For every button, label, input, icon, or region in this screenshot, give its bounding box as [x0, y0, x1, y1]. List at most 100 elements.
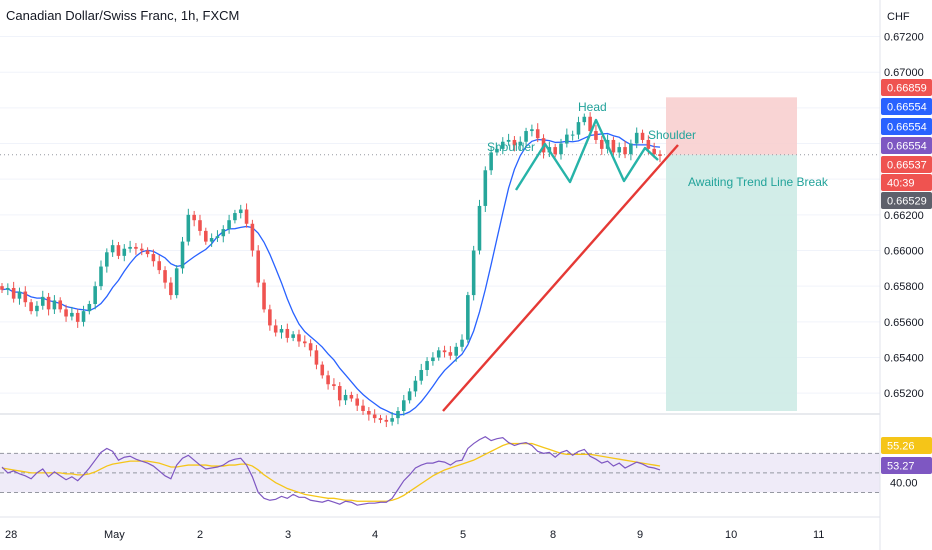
price-badge [881, 156, 932, 173]
trend-line [442, 144, 679, 412]
price-badge [881, 98, 932, 115]
candle-body [6, 287, 10, 290]
price-badge-label: 0.66554 [887, 102, 927, 114]
stop-loss-zone [666, 97, 797, 155]
candle-body [658, 154, 662, 157]
pattern-outline [514, 118, 659, 191]
candle-body [431, 357, 435, 362]
candle-body [64, 309, 68, 317]
candle-body [570, 134, 575, 136]
currency-label: CHF [887, 11, 910, 23]
annotation-1: Head [578, 100, 607, 114]
candle-body [46, 296, 51, 310]
position-zones [0, 97, 880, 411]
candle-body [163, 270, 167, 283]
candle-body [174, 268, 179, 296]
candle-body [425, 361, 429, 370]
candle-body [477, 205, 482, 251]
candle-body [634, 132, 639, 144]
candle-body [617, 147, 622, 153]
candle-body [500, 141, 505, 149]
candle-body [448, 352, 453, 356]
candle-body [611, 139, 616, 153]
candle-body [52, 300, 57, 310]
candle-body [553, 147, 557, 155]
x-tick-label: 10 [725, 529, 737, 541]
candle-body [599, 139, 604, 149]
candle-body [401, 400, 406, 411]
candle-body [436, 350, 441, 358]
price-badge-label: 0.66529 [887, 196, 927, 208]
x-tick-label: 9 [637, 529, 643, 541]
candle-body [192, 214, 196, 221]
x-tick-label: May [104, 529, 125, 541]
candle-body [262, 282, 266, 310]
candle-body [332, 384, 336, 387]
candle-body [361, 405, 365, 411]
candle-body [489, 152, 493, 171]
candle-body [559, 143, 563, 155]
candle-body [367, 411, 371, 415]
price-badge [881, 174, 932, 191]
candle-body [0, 286, 4, 290]
candle-body [227, 220, 231, 230]
candle-body [157, 261, 162, 271]
candle-body [337, 386, 342, 401]
candle-body [495, 148, 499, 153]
x-tick-label: 11 [813, 529, 824, 541]
candle-body [535, 129, 540, 139]
candle-body [320, 364, 325, 376]
candle-body [70, 312, 74, 317]
candle-body [279, 328, 284, 333]
x-tick-label: 8 [550, 529, 556, 541]
y-tick-label: 0.67200 [884, 32, 924, 44]
rsi-badge-label: 55.26 [887, 441, 915, 453]
price-badge-label: 0.66859 [887, 83, 927, 95]
price-badge [881, 137, 932, 154]
candle-body [128, 246, 132, 249]
rsi-tick-label: 40.00 [890, 478, 918, 490]
candle-body [244, 209, 249, 224]
candle-body [524, 131, 528, 142]
y-tick-label: 0.65800 [884, 281, 924, 293]
candle-body [105, 252, 109, 267]
candle-body [40, 296, 45, 306]
price-badges: 0.66859 0.66554 0.66554 0.66554 0.66537 40:39… [881, 79, 932, 474]
candle-body [273, 325, 278, 333]
candle-body [215, 236, 220, 239]
candle-body [326, 375, 330, 385]
price-badge [881, 118, 932, 135]
candle-body [139, 248, 144, 251]
candle-body [588, 116, 592, 132]
candle-body [390, 418, 394, 422]
y-tick-label: 0.65200 [884, 388, 924, 400]
candle-body [652, 148, 656, 155]
x-tick-label: 28 [5, 529, 17, 541]
candle-body [209, 238, 214, 242]
candle-body [151, 254, 156, 262]
candle-body [582, 116, 587, 123]
candle-body [204, 230, 208, 242]
x-tick-label: 5 [460, 529, 466, 541]
candle-body [87, 304, 92, 312]
price-badge [881, 192, 932, 209]
candle-body [442, 350, 447, 353]
candle-body [629, 143, 633, 155]
candle-body [355, 398, 359, 406]
candle-body [93, 286, 97, 305]
candle-body [454, 346, 458, 356]
rsi-line [1, 436, 661, 506]
candle-body [594, 131, 598, 140]
candle-body [99, 266, 103, 287]
annotations: Shoulder Head Shoulder Awaiting Trend Line … [487, 100, 829, 189]
candle-body [35, 305, 39, 312]
candle-body [471, 250, 476, 296]
y-tick-label: 0.65400 [884, 353, 924, 365]
annotation-2: Shoulder [648, 128, 696, 142]
candle-body [291, 334, 295, 338]
candle-body [372, 414, 377, 419]
rsi-ma-line [1, 442, 661, 502]
candle-body [134, 246, 138, 249]
candle-body [221, 229, 226, 237]
